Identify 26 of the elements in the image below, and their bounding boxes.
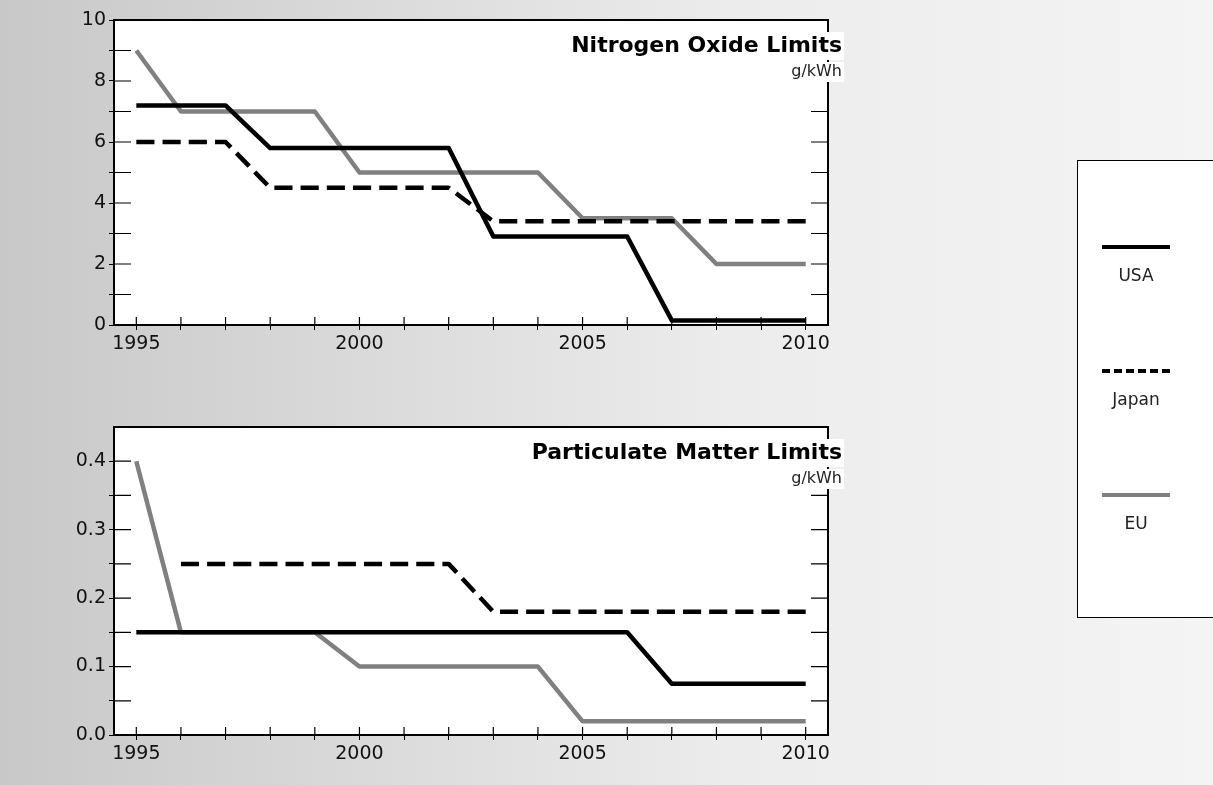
y-tick-label: 4 <box>93 189 106 212</box>
y-tick-label: 0.2 <box>75 585 106 608</box>
y-tick-label: 8 <box>93 67 106 90</box>
x-tick-label: 1995 <box>112 741 161 764</box>
text: Particulate Matter Limits <box>531 438 842 464</box>
text: g/kWh <box>791 61 842 81</box>
legend-label: Japan <box>1112 389 1160 409</box>
y-tick-label: 0.3 <box>75 516 106 539</box>
y-tick-label: 0.4 <box>75 448 106 471</box>
y-tick-label: 0 <box>93 311 106 334</box>
x-tick-label: 1995 <box>112 331 161 354</box>
y-tick-label: 10 <box>81 6 106 29</box>
y-tick-label: 0.1 <box>75 653 106 676</box>
x-tick-label: 2000 <box>335 331 384 354</box>
y-tick-label: 2 <box>93 250 106 273</box>
x-tick-label: 2010 <box>781 741 830 764</box>
x-tick-label: 2005 <box>558 741 607 764</box>
legend-label: EU <box>1124 513 1148 533</box>
y-tick-label: 6 <box>93 128 106 151</box>
x-tick-label: 2010 <box>781 331 830 354</box>
legend-label: USA <box>1118 265 1154 285</box>
text: Nitrogen Oxide Limits <box>571 31 842 57</box>
text: g/kWh <box>791 468 842 488</box>
x-tick-label: 2005 <box>558 331 607 354</box>
y-tick-label: 0.0 <box>75 721 106 744</box>
x-tick-label: 2000 <box>335 741 384 764</box>
